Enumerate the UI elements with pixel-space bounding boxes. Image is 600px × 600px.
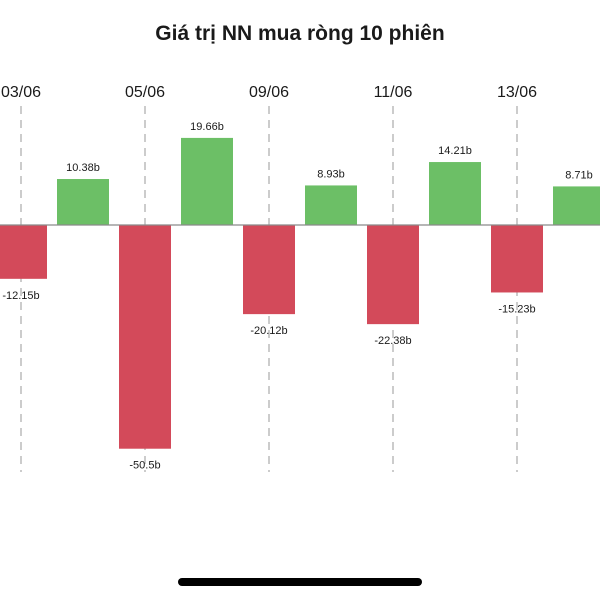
bar (429, 162, 481, 225)
bar (553, 186, 600, 225)
chart-title: Giá trị NN mua ròng 10 phiên (155, 22, 445, 45)
data-label: -22.38b (374, 335, 411, 347)
x-tick-label: 13/06 (497, 84, 537, 101)
x-tick-label: 03/06 (1, 84, 41, 101)
bar (0, 225, 47, 279)
x-tick-label: 11/06 (374, 84, 413, 101)
data-label: 19.66b (190, 121, 224, 133)
data-label: -50.5b (129, 460, 160, 472)
data-label: 14.21b (438, 145, 472, 157)
x-tick-label: 05/06 (125, 84, 165, 101)
bar (367, 225, 419, 325)
bar (305, 185, 357, 225)
bar (181, 137, 233, 225)
home-indicator (178, 578, 422, 586)
bar (243, 225, 295, 315)
data-label: 10.38b (66, 162, 100, 174)
data-label: -20.12b (250, 325, 287, 337)
data-label: -15.23b (498, 303, 535, 315)
data-label: 8.93b (317, 168, 345, 180)
bar (57, 179, 109, 225)
x-tick-label: 09/06 (249, 84, 289, 101)
data-label: 8.71b (565, 169, 593, 181)
bar (491, 225, 543, 293)
data-label: -12.15b (2, 290, 39, 302)
bar (119, 225, 171, 449)
